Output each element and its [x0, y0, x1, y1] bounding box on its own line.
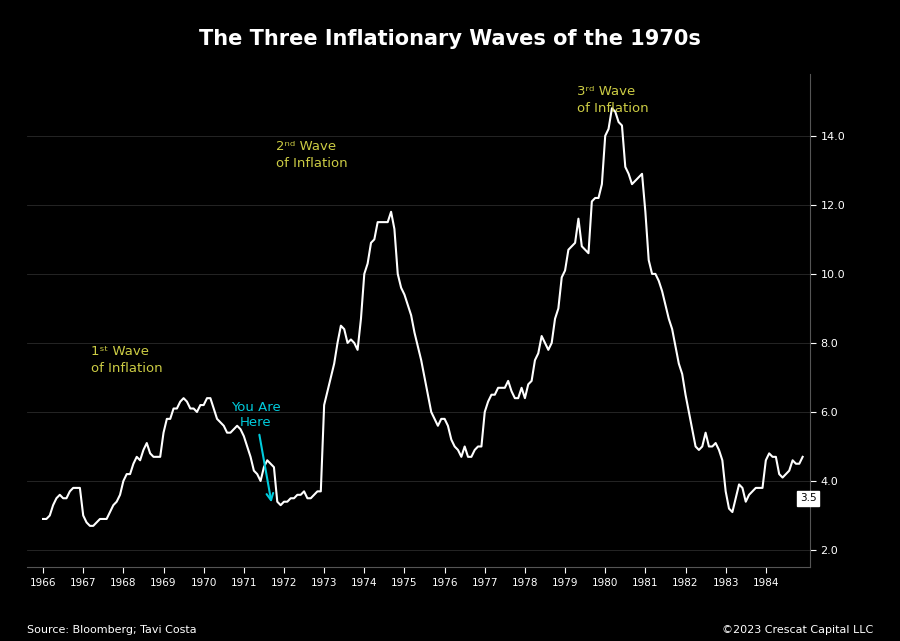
Text: Source: Bloomberg; Tavi Costa: Source: Bloomberg; Tavi Costa [27, 624, 196, 635]
Text: ©2023 Crescat Capital LLC: ©2023 Crescat Capital LLC [722, 624, 873, 635]
Text: 1ˢᵗ Wave
of Inflation: 1ˢᵗ Wave of Inflation [91, 345, 163, 375]
Text: 3ʳᵈ Wave
of Inflation: 3ʳᵈ Wave of Inflation [577, 85, 649, 115]
Text: You Are
Here: You Are Here [231, 401, 281, 500]
Text: 3.5: 3.5 [800, 494, 816, 503]
Text: 2ⁿᵈ Wave
of Inflation: 2ⁿᵈ Wave of Inflation [276, 140, 347, 171]
Text: The Three Inflationary Waves of the 1970s: The Three Inflationary Waves of the 1970… [199, 29, 701, 49]
